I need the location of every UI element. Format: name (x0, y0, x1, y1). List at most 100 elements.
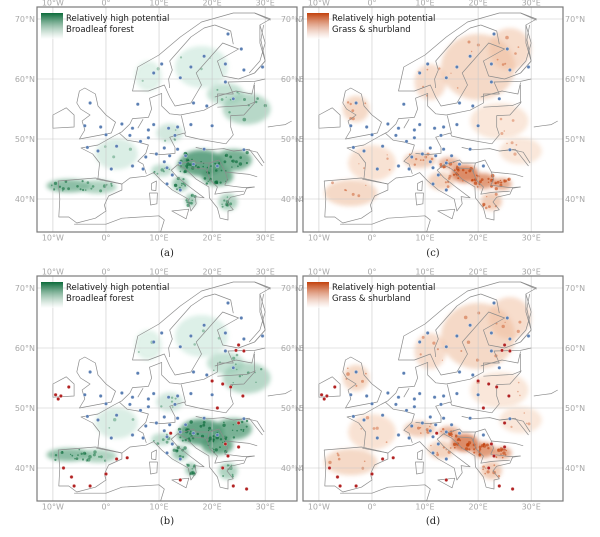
site-point-red (494, 385, 499, 389)
potential-area (342, 95, 370, 123)
potential-area (172, 176, 189, 192)
map-frame (36, 275, 298, 502)
potential-speckle (223, 199, 226, 202)
site-point-blue (455, 122, 459, 127)
border-line (76, 356, 116, 409)
site-point-blue (441, 394, 446, 398)
border-line (443, 433, 521, 490)
border-line (96, 447, 122, 454)
potential-speckle (358, 163, 360, 165)
site-point-blue (364, 394, 369, 398)
site-point-blue (370, 132, 374, 137)
potential-area (79, 180, 117, 194)
potential-speckle (168, 168, 171, 171)
potential-speckle (430, 157, 434, 161)
site-point-blue (433, 422, 438, 427)
potential-speckle (245, 161, 248, 165)
potential-speckle (430, 444, 432, 447)
potential-speckle (226, 203, 229, 207)
potential-speckle (91, 185, 95, 188)
potential-speckle (156, 172, 159, 175)
potential-speckle (484, 206, 488, 210)
potential-area (427, 172, 455, 190)
legend-colorbar (41, 13, 63, 39)
site-point-red (444, 478, 449, 482)
potential-speckle (328, 460, 332, 465)
site-point-blue (165, 451, 169, 455)
potential-speckle (473, 181, 478, 185)
potential-speckle (245, 151, 249, 155)
potential-speckle (191, 437, 195, 440)
site-point-blue (508, 337, 512, 341)
site-point-blue (396, 433, 401, 437)
site-point-blue (489, 62, 494, 66)
potential-area (135, 61, 162, 91)
site-point-blue (104, 401, 108, 406)
map-content (303, 276, 563, 501)
border-line (171, 208, 190, 220)
potential-area (342, 364, 370, 392)
site-point-blue (436, 173, 441, 177)
potential-speckle (78, 448, 81, 451)
border-line (214, 351, 255, 367)
potential-speckle (513, 152, 517, 156)
potential-speckle (454, 446, 456, 449)
potential-speckle (178, 455, 182, 458)
potential-speckle (193, 472, 195, 475)
x-tick-top: 10°E (149, 0, 168, 8)
potential-speckle (62, 190, 64, 192)
potential-speckle (426, 152, 430, 156)
site-point-blue (433, 153, 438, 158)
legend-title: Relatively high potential (66, 283, 169, 293)
potential-speckle (74, 457, 76, 460)
site-point-red (338, 484, 342, 488)
y-tick-right: 40°N (565, 464, 585, 473)
site-point-blue (428, 428, 433, 433)
site-point-blue (202, 54, 206, 59)
potential-speckle (53, 181, 58, 185)
border-line (403, 119, 410, 129)
potential-area (488, 297, 532, 339)
potential-area (470, 372, 529, 408)
border-line (491, 171, 524, 178)
site-point-blue (82, 123, 87, 128)
potential-speckle (482, 465, 485, 469)
potential-speckle (71, 454, 74, 457)
site-point-blue (120, 122, 124, 126)
site-point-blue (96, 418, 100, 422)
potential-speckle (468, 448, 471, 451)
potential-speckle (203, 177, 207, 180)
border-line (118, 401, 149, 443)
site-point-blue (130, 164, 135, 168)
potential-speckle (200, 434, 205, 438)
potential-area (480, 192, 502, 211)
y-tick-left: 70°N (15, 15, 35, 24)
potential-speckle (440, 430, 442, 433)
border-line (168, 293, 215, 358)
x-tick-top: 10°W (42, 268, 64, 277)
potential-speckle (219, 446, 221, 449)
potential-speckle (221, 203, 223, 205)
potential-speckle (415, 157, 418, 161)
potential-speckle (517, 381, 520, 384)
site-point-red (476, 379, 480, 383)
site-point-red (231, 484, 236, 488)
potential-speckle (260, 368, 263, 371)
site-point-red (322, 397, 327, 401)
potential-speckle (241, 420, 244, 424)
potential-speckle (479, 180, 482, 184)
site-point-red (56, 397, 61, 401)
site-points (82, 32, 265, 192)
potential-speckle (212, 435, 215, 438)
potential-speckle (182, 178, 185, 181)
site-point-blue (223, 331, 228, 335)
potential-area (499, 137, 542, 165)
x-tick-top: 30°E (522, 0, 541, 8)
potential-speckle (108, 427, 111, 429)
site-point-blue (210, 392, 214, 397)
site-point-blue (394, 133, 398, 138)
border-line (480, 24, 500, 45)
potential-speckle (210, 165, 213, 168)
potential-speckle (473, 448, 476, 451)
potential-speckle (208, 439, 211, 442)
